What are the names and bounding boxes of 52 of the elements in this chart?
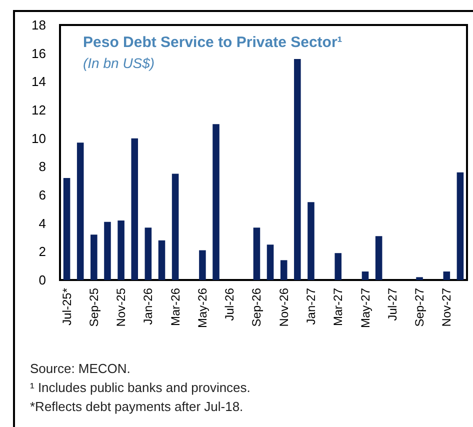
y-tick-label: 12 — [32, 102, 46, 118]
y-tick-label: 4 — [38, 216, 46, 231]
x-tick-label: Nov-26 — [276, 288, 291, 327]
x-tick-label: Jul-27 — [385, 288, 400, 321]
y-tick-label: 14 — [32, 74, 46, 90]
x-tick-label: Jan-27 — [304, 288, 318, 325]
y-tick-label: 10 — [32, 130, 46, 146]
bar — [212, 124, 220, 280]
text: ¹ Includes public banks and provinces. — [30, 380, 250, 395]
source-note: Source: MECON. — [30, 361, 130, 376]
y-tick-label: 2 — [38, 244, 46, 260]
bar — [334, 253, 342, 280]
bar — [456, 172, 464, 280]
x-tick-label: Nov-27 — [440, 288, 454, 327]
bar — [362, 272, 369, 280]
text: *Reflects debt payments after Jul-18. — [30, 399, 244, 414]
y-tick-label: 8 — [38, 159, 46, 174]
x-tick-label: Jul-26 — [222, 288, 237, 321]
x-tick-label: Mar-27 — [331, 288, 346, 326]
bar — [199, 250, 206, 280]
bar — [253, 228, 260, 280]
y-tick-label: 6 — [38, 188, 46, 202]
bar — [104, 222, 111, 280]
x-tick-label: Sep-27 — [412, 288, 427, 327]
y-tick-label: 0 — [38, 272, 46, 288]
text: Peso Debt Service to Private Sector¹ — [83, 34, 342, 51]
bar — [443, 272, 450, 280]
bar — [63, 178, 70, 280]
bar — [308, 202, 314, 280]
x-tick-label: Sep-26 — [250, 288, 264, 327]
x-tick-label: Mar-26 — [168, 288, 182, 326]
bar — [172, 174, 179, 280]
bar — [144, 228, 152, 280]
bar — [294, 59, 301, 280]
x-tick-label: Sep-25 — [86, 288, 101, 327]
x-tick-label: May-26 — [195, 288, 210, 328]
bar — [416, 277, 423, 280]
bar — [266, 244, 274, 280]
bar — [158, 240, 166, 280]
y-tick-label: 18 — [32, 18, 46, 32]
x-tick-label: Jan-26 — [141, 288, 156, 325]
x-tick-label: May-27 — [358, 288, 372, 328]
bar — [76, 142, 84, 280]
bar — [280, 260, 288, 280]
bar — [90, 234, 98, 280]
text: (In bn US$) — [83, 55, 155, 71]
bar — [118, 220, 124, 280]
x-tick-label: Nov-25 — [114, 288, 128, 327]
x-tick-label: Jul-25* — [60, 288, 74, 326]
bar — [375, 236, 382, 280]
bar — [131, 138, 138, 280]
y-tick-label: 16 — [32, 46, 46, 61]
